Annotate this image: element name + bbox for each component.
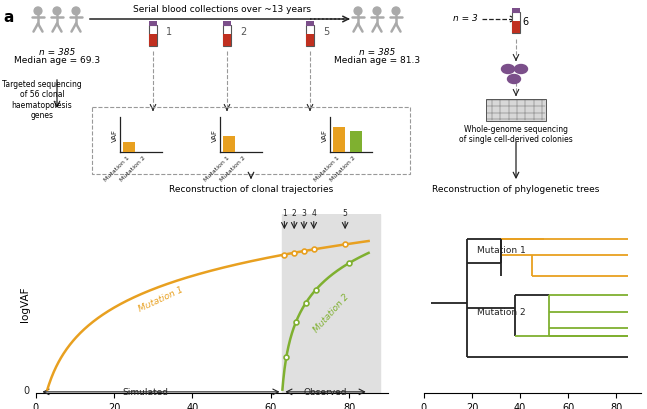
Bar xyxy=(223,26,232,47)
Ellipse shape xyxy=(501,65,514,74)
Bar xyxy=(282,215,380,393)
Text: 1: 1 xyxy=(166,27,172,37)
Text: n = 3: n = 3 xyxy=(453,14,477,23)
Text: VAF: VAF xyxy=(112,129,118,142)
Bar xyxy=(333,127,345,153)
Text: Serial blood collections over ~13 years: Serial blood collections over ~13 years xyxy=(133,5,311,14)
Bar xyxy=(305,26,314,47)
Circle shape xyxy=(354,8,362,16)
Text: 4: 4 xyxy=(311,209,316,218)
Text: Mutation 2: Mutation 2 xyxy=(329,155,357,182)
Circle shape xyxy=(34,8,42,16)
Ellipse shape xyxy=(507,75,520,84)
Text: n = 385: n = 385 xyxy=(359,48,395,57)
Text: Mutation 1: Mutation 1 xyxy=(203,155,230,182)
Bar xyxy=(149,22,157,27)
Text: Targeted sequencing
of 56 clonal
haematopoiesis
genes: Targeted sequencing of 56 clonal haemato… xyxy=(2,80,82,120)
Circle shape xyxy=(392,8,400,16)
Bar xyxy=(149,34,157,47)
Circle shape xyxy=(373,8,381,16)
Text: Simulated: Simulated xyxy=(122,387,168,396)
Text: n = 385: n = 385 xyxy=(39,48,75,57)
Text: Mutation 2: Mutation 2 xyxy=(312,292,351,333)
Text: 5: 5 xyxy=(343,209,347,218)
Circle shape xyxy=(72,8,80,16)
Text: VAF: VAF xyxy=(322,129,328,142)
Text: Mutation 2: Mutation 2 xyxy=(120,155,147,182)
Text: 6: 6 xyxy=(522,17,528,27)
Text: Reconstruction of clonal trajectories: Reconstruction of clonal trajectories xyxy=(169,184,333,193)
Text: Reconstruction of phylogenetic trees: Reconstruction of phylogenetic trees xyxy=(432,184,600,193)
Text: a: a xyxy=(3,10,14,25)
Bar xyxy=(512,9,520,13)
Text: Mutation 1: Mutation 1 xyxy=(313,155,340,182)
Bar xyxy=(124,142,135,153)
Bar xyxy=(512,22,520,34)
Circle shape xyxy=(53,8,61,16)
Bar xyxy=(223,34,231,47)
Bar xyxy=(92,108,410,175)
Text: 5: 5 xyxy=(323,27,329,37)
Text: 1: 1 xyxy=(282,209,287,218)
Ellipse shape xyxy=(514,65,527,74)
Text: 2: 2 xyxy=(292,209,296,218)
Text: Mutation 2: Mutation 2 xyxy=(477,307,525,316)
Bar xyxy=(223,136,235,153)
Text: Mutation 1: Mutation 1 xyxy=(103,155,130,182)
Y-axis label: logVAF: logVAF xyxy=(20,286,30,321)
Text: 2: 2 xyxy=(240,27,247,37)
Bar xyxy=(223,22,232,27)
Text: Median age = 69.3: Median age = 69.3 xyxy=(14,56,100,65)
Text: VAF: VAF xyxy=(212,129,218,142)
Text: 0: 0 xyxy=(23,385,30,395)
Text: Mutation 1: Mutation 1 xyxy=(137,284,185,312)
Text: Whole-genome sequencing
of single cell-derived colonies: Whole-genome sequencing of single cell-d… xyxy=(459,125,573,144)
Text: 3: 3 xyxy=(302,209,307,218)
Bar xyxy=(512,13,520,34)
Bar xyxy=(149,26,157,47)
Text: Observed: Observed xyxy=(303,387,347,396)
Text: Mutation 2: Mutation 2 xyxy=(219,155,247,182)
Bar xyxy=(350,131,362,153)
Text: Median age = 81.3: Median age = 81.3 xyxy=(334,56,420,65)
Text: Mutation 1: Mutation 1 xyxy=(477,246,525,255)
Bar xyxy=(306,34,314,47)
Bar xyxy=(305,22,314,27)
Bar xyxy=(486,100,546,122)
